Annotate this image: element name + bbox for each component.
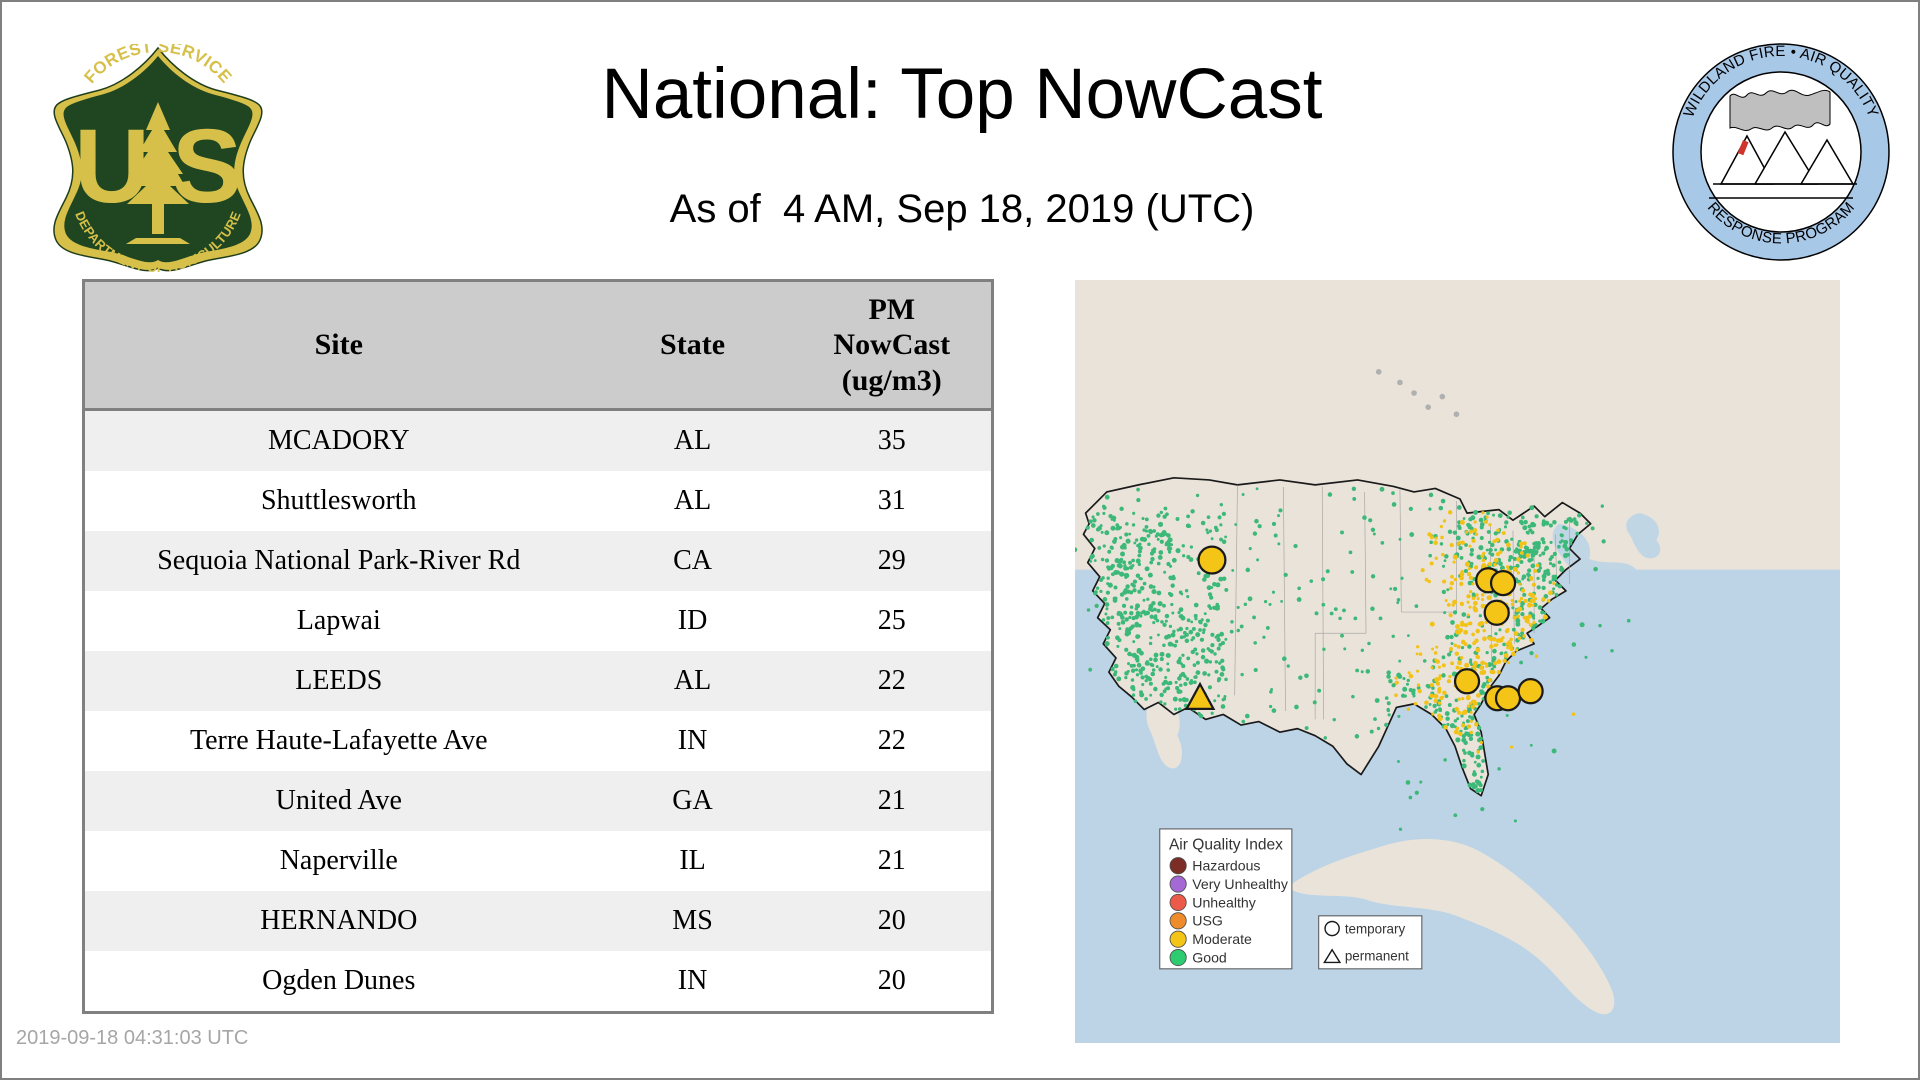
svg-text:Air Quality Index: Air Quality Index [1169, 836, 1283, 853]
svg-text:permanent: permanent [1345, 948, 1409, 963]
svg-text:Very Unhealthy: Very Unhealthy [1192, 876, 1289, 892]
svg-text:Good: Good [1192, 949, 1227, 965]
svg-text:Unhealthy: Unhealthy [1192, 894, 1256, 910]
svg-text:Hazardous: Hazardous [1192, 858, 1260, 874]
svg-text:Moderate: Moderate [1192, 931, 1252, 947]
svg-text:temporary: temporary [1345, 921, 1406, 936]
svg-text:S: S [172, 108, 242, 225]
svg-text:USG: USG [1192, 913, 1223, 929]
